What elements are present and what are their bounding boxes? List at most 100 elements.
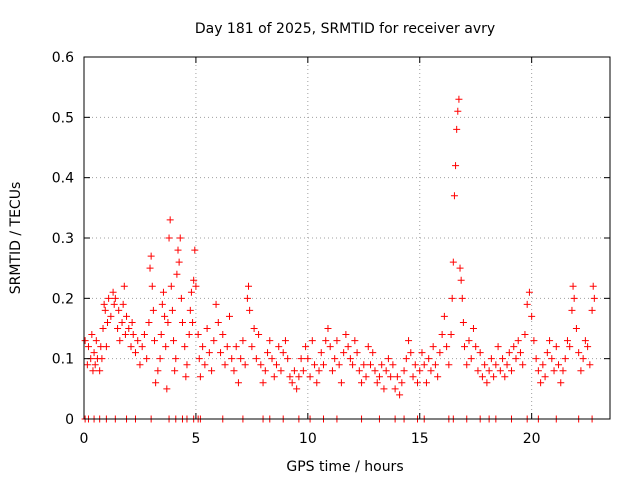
- data-point: [448, 294, 456, 302]
- data-point: [369, 349, 377, 357]
- data-point: [138, 343, 146, 351]
- data-point: [131, 349, 139, 357]
- data-point: [279, 349, 287, 357]
- data-point: [438, 331, 446, 339]
- data-point: [521, 331, 529, 339]
- data-point: [104, 318, 112, 326]
- data-point: [136, 361, 144, 369]
- data-point: [447, 331, 455, 339]
- data-point: [455, 95, 463, 103]
- grid-layer: [84, 57, 610, 419]
- data-point: [162, 343, 170, 351]
- data-point: [443, 343, 451, 351]
- data-point: [552, 343, 560, 351]
- data-point: [342, 331, 350, 339]
- data-point: [450, 192, 458, 200]
- data-point: [548, 355, 556, 363]
- data-point: [539, 361, 547, 369]
- data-point: [275, 343, 283, 351]
- data-point: [295, 373, 303, 381]
- data-point: [478, 373, 486, 381]
- data-point: [375, 373, 383, 381]
- y-tick-label: 0.4: [52, 171, 74, 187]
- data-point: [221, 361, 229, 369]
- data-point: [364, 343, 372, 351]
- data-point: [532, 355, 540, 363]
- data-point: [243, 294, 251, 302]
- data-point: [528, 312, 536, 320]
- data-point: [456, 264, 464, 272]
- data-point: [297, 355, 305, 363]
- data-point: [109, 288, 117, 296]
- data-point: [148, 282, 156, 290]
- data-point: [261, 367, 269, 375]
- data-point: [465, 337, 473, 345]
- data-point: [525, 288, 533, 296]
- data-point: [164, 318, 172, 326]
- data-point: [175, 258, 183, 266]
- data-point: [420, 361, 428, 369]
- data-point: [510, 343, 518, 351]
- data-point: [234, 379, 242, 387]
- data-point: [81, 337, 89, 345]
- data-point: [384, 355, 392, 363]
- data-point: [146, 264, 154, 272]
- data-point: [416, 367, 424, 375]
- data-point: [523, 300, 531, 308]
- y-tick-label: 0.1: [52, 352, 74, 368]
- data-point: [170, 337, 178, 345]
- data-point: [467, 355, 475, 363]
- data-point: [457, 276, 465, 284]
- data-point: [483, 379, 491, 387]
- data-point: [187, 288, 195, 296]
- data-point: [530, 337, 538, 345]
- data-point: [490, 373, 498, 381]
- chart-title: Day 181 of 2025, SRMTID for receiver avr…: [195, 21, 495, 37]
- data-point: [405, 337, 413, 345]
- data-point: [250, 325, 258, 332]
- data-point: [561, 355, 569, 363]
- x-tick-label: 20: [523, 431, 541, 447]
- data-point: [481, 361, 489, 369]
- data-point: [322, 337, 330, 345]
- data-point: [458, 294, 466, 302]
- data-point: [367, 361, 375, 369]
- data-point: [248, 343, 256, 351]
- data-point: [308, 337, 316, 345]
- data-point: [324, 325, 332, 332]
- data-point: [559, 367, 567, 375]
- data-point: [519, 361, 527, 369]
- data-point: [121, 331, 129, 339]
- data-point: [391, 385, 399, 393]
- data-point: [407, 349, 415, 357]
- data-point: [400, 367, 408, 375]
- data-point: [584, 343, 592, 351]
- data-point: [501, 373, 509, 381]
- data-point: [461, 343, 469, 351]
- data-point: [125, 325, 133, 332]
- data-point: [272, 361, 280, 369]
- data-point: [387, 373, 395, 381]
- data-point: [168, 306, 176, 314]
- data-point: [264, 349, 272, 357]
- data-point: [589, 282, 597, 290]
- data-point: [178, 318, 186, 326]
- data-point: [358, 379, 366, 387]
- data-point: [422, 379, 430, 387]
- data-point: [337, 379, 345, 387]
- data-point: [102, 343, 110, 351]
- x-tick-label: 10: [299, 431, 317, 447]
- y-axis-label: SRMTID / TECUs: [8, 182, 24, 295]
- data-point: [313, 379, 321, 387]
- data-point: [210, 337, 218, 345]
- data-point: [566, 343, 574, 351]
- data-point: [581, 337, 589, 345]
- data-point: [568, 306, 576, 314]
- data-point: [284, 355, 292, 363]
- data-point: [129, 331, 137, 339]
- data-point: [463, 361, 471, 369]
- data-point: [116, 337, 124, 345]
- data-point: [201, 361, 209, 369]
- data-point: [398, 379, 406, 387]
- data-point: [302, 343, 310, 351]
